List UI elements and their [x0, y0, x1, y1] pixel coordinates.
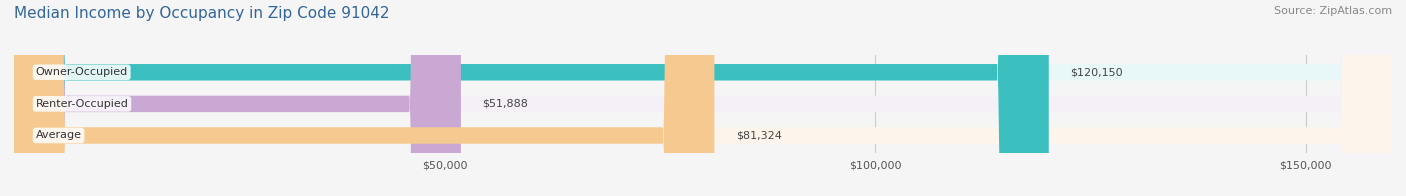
Text: Average: Average [35, 131, 82, 141]
FancyBboxPatch shape [14, 0, 1392, 196]
FancyBboxPatch shape [14, 0, 461, 196]
FancyBboxPatch shape [14, 0, 714, 196]
Text: $51,888: $51,888 [482, 99, 529, 109]
Text: $120,150: $120,150 [1070, 67, 1123, 77]
FancyBboxPatch shape [14, 0, 1049, 196]
Text: Source: ZipAtlas.com: Source: ZipAtlas.com [1274, 6, 1392, 16]
Text: $81,324: $81,324 [735, 131, 782, 141]
FancyBboxPatch shape [14, 0, 1392, 196]
Text: Owner-Occupied: Owner-Occupied [35, 67, 128, 77]
Text: Renter-Occupied: Renter-Occupied [35, 99, 128, 109]
FancyBboxPatch shape [14, 0, 1392, 196]
Text: Median Income by Occupancy in Zip Code 91042: Median Income by Occupancy in Zip Code 9… [14, 6, 389, 21]
